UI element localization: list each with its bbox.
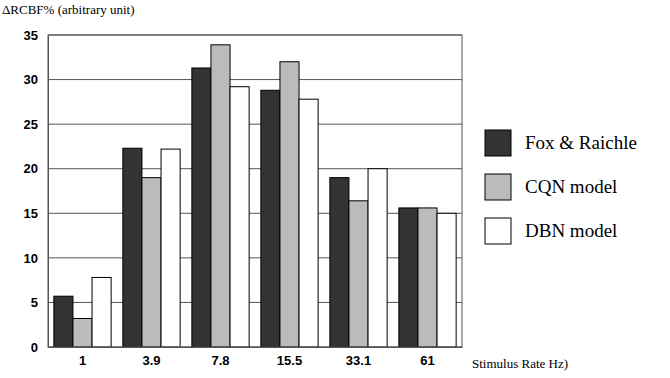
legend: Fox & Raichle CQN model DBN model [485, 130, 637, 244]
bar [399, 208, 418, 347]
y-tick: 20 [24, 161, 48, 176]
x-tick-label: 61 [420, 353, 434, 368]
y-axis-title: ΔRCBF% (arbitrary unit) [2, 2, 135, 17]
x-axis-title: Stimulus Rate Hz) [472, 356, 568, 371]
bar [161, 149, 180, 347]
x-tick: 7.8 [211, 347, 229, 368]
chart: 0 5 10 15 20 25 30 35 1 3.9 7.8 15.5 33.1 61 ΔRCBF% (a… [0, 0, 670, 378]
bar [437, 213, 456, 347]
x-tick: 61 [420, 347, 434, 368]
x-tick: 33.1 [346, 347, 371, 368]
x-tick: 1 [79, 347, 86, 368]
legend-item: DBN model [485, 218, 617, 244]
y-tick-label: 20 [24, 161, 38, 176]
x-tick-label: 15.5 [277, 353, 302, 368]
bar [330, 178, 349, 347]
y-axis-line [48, 36, 49, 348]
y-tick: 5 [31, 295, 48, 310]
y-tick-label: 15 [24, 206, 38, 221]
bar [211, 45, 230, 347]
y-tick-label: 30 [24, 72, 38, 87]
y-axis: 0 5 10 15 20 25 30 35 [24, 28, 49, 355]
y-tick: 15 [24, 206, 48, 221]
x-tick-label: 33.1 [346, 353, 371, 368]
plot-frame [48, 35, 462, 347]
bar [368, 169, 387, 347]
bar [192, 68, 211, 347]
bar [230, 87, 249, 347]
x-tick: 15.5 [277, 347, 302, 368]
x-tick: 3.9 [142, 347, 160, 368]
legend-label: CQN model [525, 176, 617, 197]
bar [54, 296, 73, 347]
x-axis-line [49, 347, 463, 348]
bar [92, 277, 111, 347]
x-axis: 1 3.9 7.8 15.5 33.1 61 [49, 347, 463, 368]
legend-item: Fox & Raichle [485, 130, 637, 156]
legend-swatch [485, 130, 511, 156]
grid-line [48, 168, 462, 169]
y-tick: 35 [24, 28, 48, 43]
y-tick-label: 10 [24, 251, 38, 266]
bars [54, 45, 456, 347]
x-tick-label: 1 [79, 353, 86, 368]
y-tick-label: 25 [24, 117, 38, 132]
grid [48, 35, 462, 347]
bar [349, 201, 368, 347]
y-tick-label: 5 [31, 295, 38, 310]
bar [299, 99, 318, 347]
bar [261, 90, 280, 347]
bar [142, 178, 161, 347]
x-tick-label: 3.9 [142, 353, 160, 368]
y-tick: 25 [24, 117, 48, 132]
bar [73, 318, 92, 347]
y-tick-label: 0 [31, 340, 38, 355]
x-tick-label: 7.8 [211, 353, 229, 368]
series [92, 87, 456, 347]
y-tick: 10 [24, 251, 48, 266]
grid-line [48, 79, 462, 80]
bar [418, 208, 437, 347]
legend-swatch [485, 218, 511, 244]
series [54, 68, 418, 347]
legend-swatch [485, 174, 511, 200]
series [73, 45, 437, 347]
y-tick-label: 35 [24, 28, 38, 43]
y-tick: 0 [31, 340, 48, 355]
legend-label: Fox & Raichle [525, 132, 637, 153]
plot: 0 5 10 15 20 25 30 35 1 3.9 7.8 15.5 33.1 61 [24, 28, 463, 369]
y-tick: 30 [24, 72, 48, 87]
legend-label: DBN model [525, 220, 617, 241]
legend-item: CQN model [485, 174, 617, 200]
grid-line [48, 124, 462, 125]
bar [123, 148, 142, 347]
bar [280, 62, 299, 347]
